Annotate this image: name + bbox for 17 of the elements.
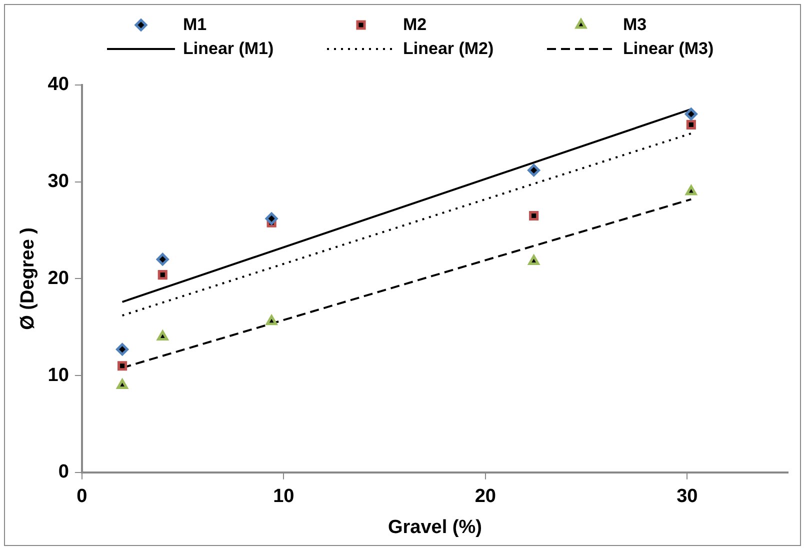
- y-tick-label: 30: [48, 171, 69, 192]
- legend-label: M3: [623, 15, 647, 35]
- legend-label: M1: [183, 15, 207, 35]
- legend-label: Linear (M1): [183, 39, 274, 59]
- y-tick-label: 0: [58, 462, 69, 483]
- x-tick-label: 30: [676, 486, 698, 508]
- x-tick-label: 20: [474, 486, 496, 508]
- y-tick-label: 20: [48, 268, 69, 289]
- x-tick-label: 10: [273, 486, 294, 508]
- legend-label: Linear (M2): [403, 39, 494, 59]
- y-axis-title: Ø (Degree ): [18, 227, 39, 330]
- x-tick-label: 0: [76, 486, 88, 508]
- y-tick-label: 10: [48, 364, 69, 386]
- legend-label: M2: [403, 15, 427, 35]
- x-axis-title: Gravel (%): [388, 516, 482, 538]
- y-tick-label: 40: [48, 74, 69, 96]
- legend-label: Linear (M3): [623, 39, 714, 59]
